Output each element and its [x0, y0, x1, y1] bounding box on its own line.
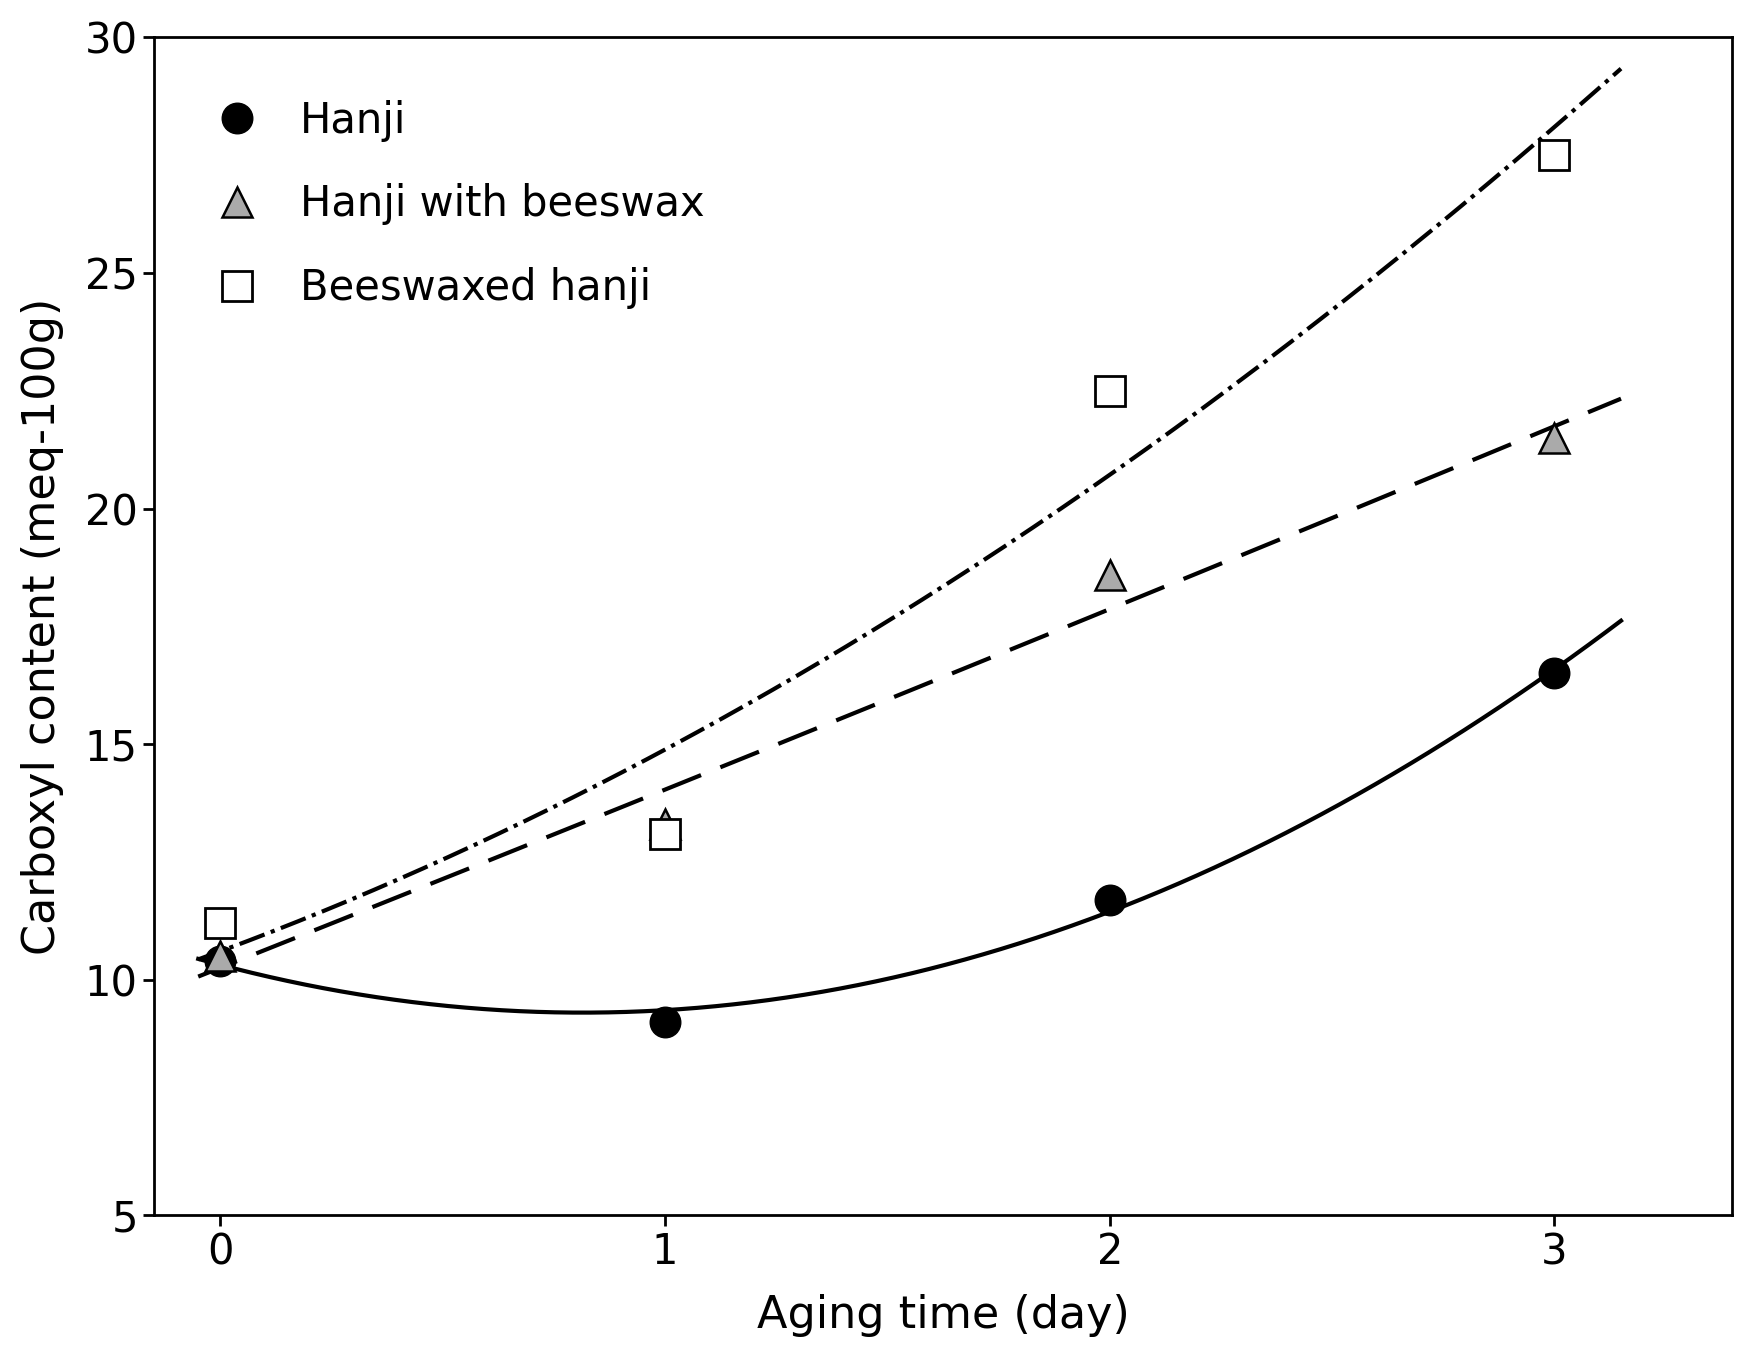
Y-axis label: Carboxyl content (meq-100g): Carboxyl content (meq-100g) [21, 297, 63, 955]
X-axis label: Aging time (day): Aging time (day) [757, 1294, 1129, 1338]
Legend: Hanji, Hanji with beeswax, Beeswaxed hanji: Hanji, Hanji with beeswax, Beeswaxed han… [175, 58, 745, 350]
